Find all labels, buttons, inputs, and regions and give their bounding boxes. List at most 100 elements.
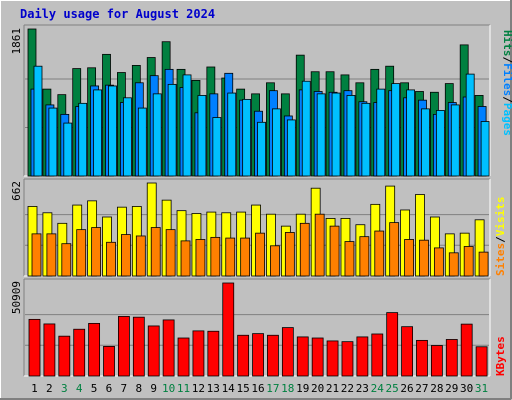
pages-bar <box>257 121 266 177</box>
kbytes-bar <box>460 323 473 377</box>
x-tick-label: 21 <box>326 382 339 395</box>
sites-bar <box>448 252 459 277</box>
hits-ymax-label: 1861 <box>10 28 23 55</box>
legend-visits: Visits <box>494 197 507 237</box>
pages-bar <box>435 110 445 177</box>
legend-files: Files <box>501 63 512 96</box>
kbytes-bar <box>103 346 115 377</box>
kbytes-bar <box>281 327 294 377</box>
pages-bar <box>242 98 252 177</box>
pages-bar <box>108 85 117 177</box>
x-tick-label: 1 <box>31 382 38 395</box>
x-tick-label: 31 <box>475 382 488 395</box>
kbytes-bar <box>73 328 86 377</box>
sites-bar <box>329 225 340 277</box>
kbytes-bar <box>118 316 130 377</box>
x-tick-label: 11 <box>177 382 190 395</box>
kbytes-bar <box>356 336 369 377</box>
x-tick-label: 24 <box>371 382 385 395</box>
legend-sep: / <box>494 236 507 243</box>
sites-bar <box>314 213 325 277</box>
pages-bar <box>301 80 311 177</box>
pages-bar <box>421 108 430 177</box>
kbytes-bar <box>58 335 71 377</box>
x-tick-label: 28 <box>430 382 443 395</box>
x-tick-label: 26 <box>400 382 413 395</box>
sites-bar <box>419 239 429 277</box>
sites-bar <box>255 232 265 277</box>
pages-bar <box>450 104 460 177</box>
legend-hits-files-pages: Hits/Files/Pages <box>501 30 512 136</box>
kbytes-bar <box>252 333 264 377</box>
pages-bar <box>346 95 356 177</box>
pages-bar <box>331 92 341 177</box>
sites-bar <box>359 236 370 277</box>
x-tick-label: 23 <box>356 382 369 395</box>
pages-bar <box>63 122 73 177</box>
kbytes-bar <box>207 330 220 377</box>
x-tick-label: 17 <box>266 382 279 395</box>
x-tick-label: 16 <box>251 382 264 395</box>
kbytes-bar <box>132 316 145 377</box>
x-tick-label: 30 <box>460 382 473 395</box>
pages-bar <box>137 107 147 177</box>
kbytes-bar <box>386 312 399 377</box>
sites-bar <box>344 241 355 277</box>
pages-bar <box>78 102 88 177</box>
x-tick-label: 8 <box>135 382 142 395</box>
pages-bar <box>391 83 401 177</box>
kbytes-bar <box>311 337 324 377</box>
pages-bar <box>167 83 177 177</box>
kbytes-bar <box>237 334 250 377</box>
x-tick-label: 2 <box>46 382 53 395</box>
legend-sep: / <box>501 96 512 103</box>
sites-bar <box>299 222 310 277</box>
pages-bar <box>376 88 386 177</box>
pages-bar <box>465 73 475 177</box>
sites-bar <box>478 251 489 277</box>
pages-bar <box>212 117 222 177</box>
pages-bar <box>123 97 132 177</box>
kbytes-bar <box>28 318 41 377</box>
legend-visits-sites: Sites/Visits <box>494 197 507 277</box>
legend-sep: / <box>501 57 512 64</box>
chart-title: Daily usage for August 2024 <box>20 7 215 21</box>
x-tick-label: 20 <box>311 382 324 395</box>
x-tick-label: 6 <box>106 382 113 395</box>
kbytes-bar <box>222 282 235 377</box>
kbytes-bar <box>147 325 160 377</box>
sites-bar <box>463 246 474 277</box>
kbytes-bar <box>445 339 458 377</box>
x-tick-label: 10 <box>162 382 175 395</box>
sites-bar <box>195 239 206 277</box>
sites-bar <box>31 233 42 277</box>
sites-bar <box>135 235 146 277</box>
sites-bar <box>433 247 444 277</box>
legend-hits: Hits <box>501 30 512 57</box>
sites-bar <box>150 227 161 277</box>
x-tick-label: 9 <box>150 382 157 395</box>
visits-ymax-label: 662 <box>10 181 23 201</box>
sites-bar <box>61 243 72 277</box>
pages-bar <box>197 95 207 177</box>
kbytes-ymax-label: 50909 <box>10 281 23 314</box>
sites-bar <box>76 229 87 277</box>
x-tick-label: 3 <box>61 382 68 395</box>
pages-bar <box>316 93 326 177</box>
sites-bar <box>210 236 221 277</box>
legend-pages: Pages <box>501 103 512 136</box>
x-tick-label: 15 <box>236 382 249 395</box>
kbytes-bar <box>326 340 339 377</box>
kbytes-bar <box>192 330 205 377</box>
sites-bar <box>91 227 102 277</box>
x-tick-label: 13 <box>207 382 220 395</box>
kbytes-bar <box>296 336 309 377</box>
sites-bar <box>270 245 280 277</box>
x-tick-label: 19 <box>296 382 309 395</box>
sites-bar <box>46 233 57 277</box>
kbytes-bar <box>416 339 428 377</box>
x-tick-label: 4 <box>76 382 83 395</box>
pages-bar <box>406 89 415 177</box>
kbytes-bar <box>267 334 279 377</box>
